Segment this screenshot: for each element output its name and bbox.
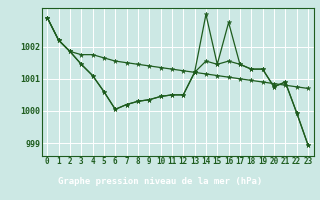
Text: Graphe pression niveau de la mer (hPa): Graphe pression niveau de la mer (hPa) [58,178,262,186]
